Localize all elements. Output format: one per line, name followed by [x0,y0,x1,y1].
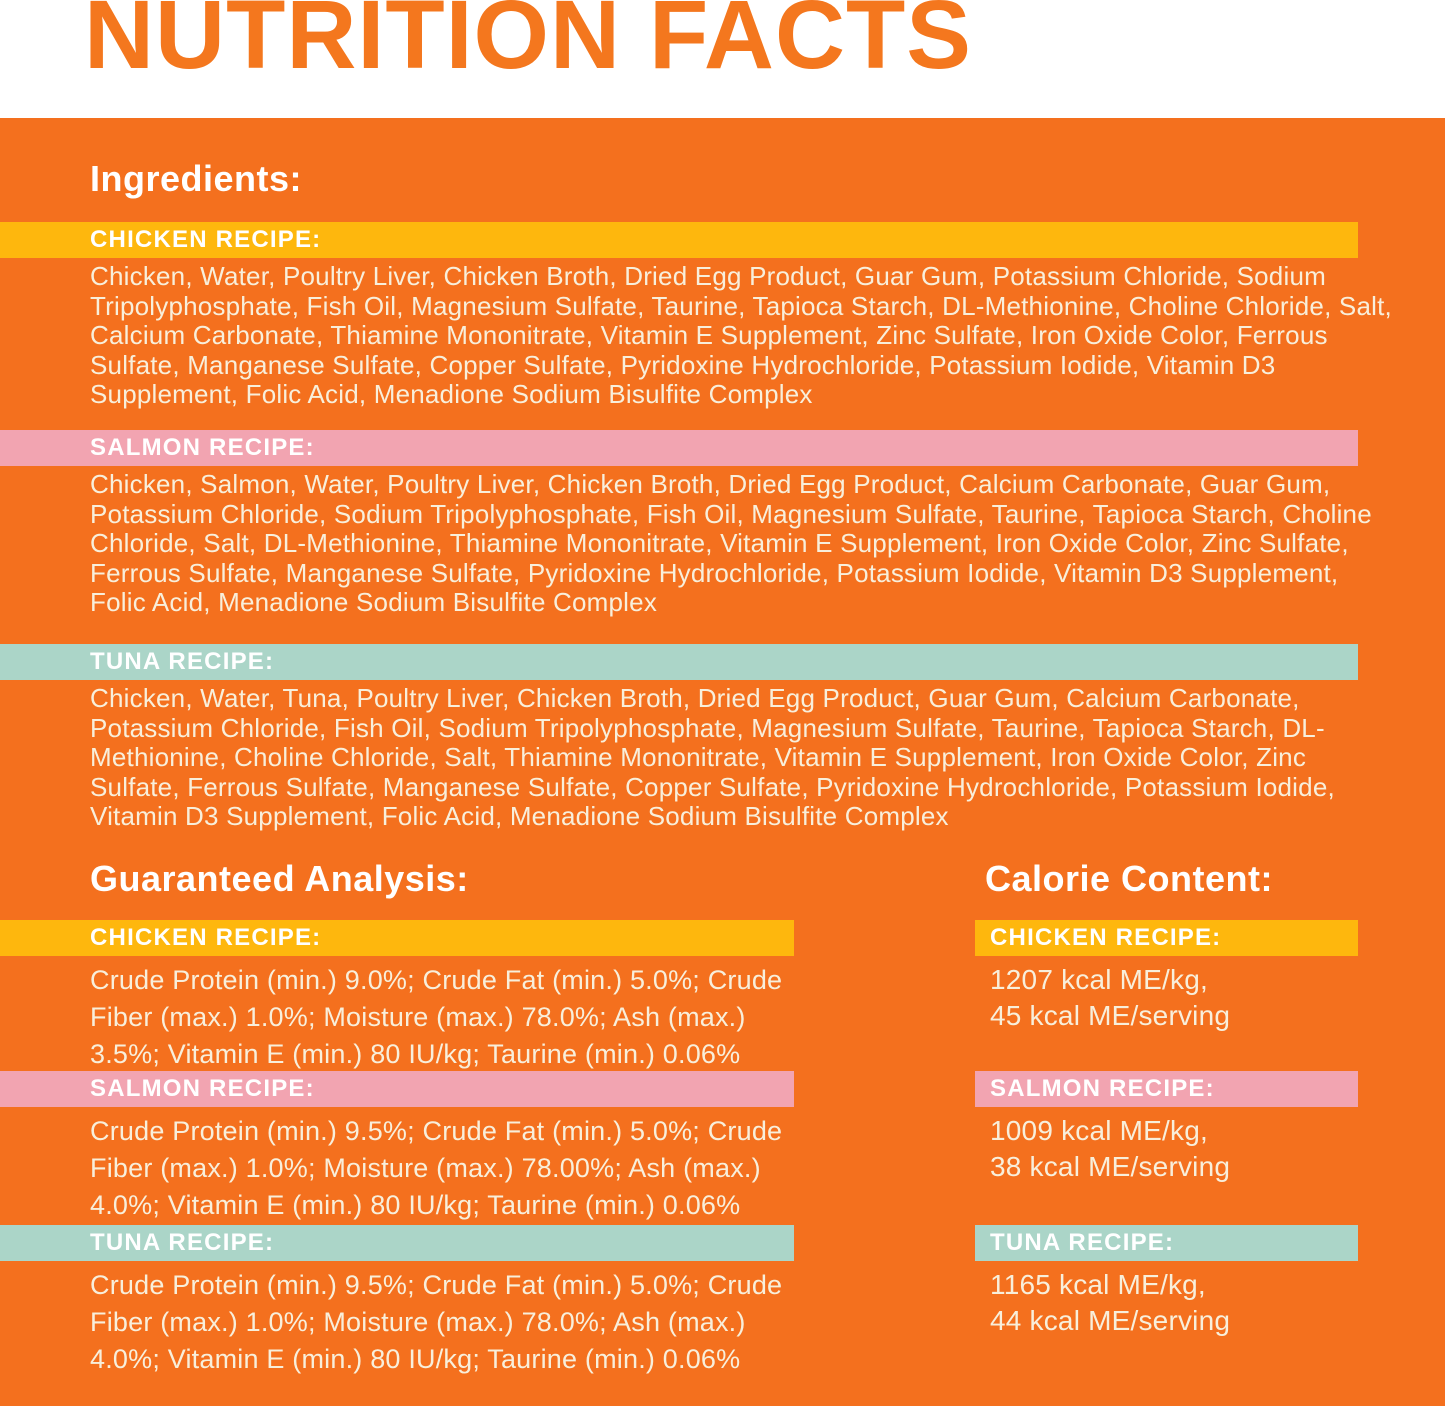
analysis-tuna-label: TUNA RECIPE: [90,1229,275,1256]
calorie-tuna-kcal-per-serving: 44 kcal ME/serving [990,1305,1231,1336]
analysis-chicken-label: CHICKEN RECIPE: [90,924,322,951]
ingredients-tuna-banner: TUNA RECIPE: [0,644,1358,680]
ingredients-chicken-label: CHICKEN RECIPE: [90,226,322,253]
ingredients-chicken-text: Chicken, Water, Poultry Liver, Chicken B… [90,261,1392,409]
calorie-salmon-label: SALMON RECIPE: [990,1075,1215,1102]
ingredients-heading: Ingredients: [90,158,303,199]
analysis-tuna-text: Crude Protein (min.) 9.5%; Crude Fat (mi… [90,1270,783,1374]
calorie-salmon-kcal-per-kg: 1009 kcal ME/kg, [990,1115,1208,1146]
calorie-tuna-values: 1165 kcal ME/kg, 44 kcal ME/serving [990,1267,1390,1339]
calorie-tuna-kcal-per-kg: 1165 kcal ME/kg, [990,1269,1206,1300]
calorie-salmon-kcal-per-serving: 38 kcal ME/serving [990,1151,1231,1182]
calorie-salmon-values: 1009 kcal ME/kg, 38 kcal ME/serving [990,1113,1390,1185]
guaranteed-analysis-heading: Guaranteed Analysis: [90,858,469,899]
calorie-content-heading: Calorie Content: [985,858,1274,899]
calorie-tuna-banner: TUNA RECIPE: [975,1225,1358,1261]
analysis-salmon-text: Crude Protein (min.) 9.5%; Crude Fat (mi… [90,1116,783,1220]
calorie-chicken-kcal-per-kg: 1207 kcal ME/kg, [990,964,1208,995]
label-body-background [0,118,1445,1406]
calorie-salmon-banner: SALMON RECIPE: [975,1071,1358,1107]
ingredients-salmon-banner: SALMON RECIPE: [0,430,1358,466]
analysis-tuna-banner: TUNA RECIPE: [0,1225,794,1261]
analysis-chicken-text: Crude Protein (min.) 9.0%; Crude Fat (mi… [90,965,783,1069]
ingredients-salmon-text: Chicken, Salmon, Water, Poultry Liver, C… [90,469,1372,617]
ingredients-tuna-text: Chicken, Water, Tuna, Poultry Liver, Chi… [90,683,1335,831]
ingredients-salmon-label: SALMON RECIPE: [90,434,315,461]
calorie-chicken-kcal-per-serving: 45 kcal ME/serving [990,1000,1231,1031]
analysis-salmon-banner: SALMON RECIPE: [0,1071,794,1107]
page-title: NUTRITION FACTS [84,0,972,89]
ingredients-chicken-banner: CHICKEN RECIPE: [0,222,1358,258]
analysis-salmon-label: SALMON RECIPE: [90,1075,315,1102]
label-header: NUTRITION FACTS [0,0,1445,118]
calorie-chicken-banner: CHICKEN RECIPE: [975,920,1358,956]
calorie-tuna-label: TUNA RECIPE: [990,1229,1175,1256]
ingredients-tuna-label: TUNA RECIPE: [90,648,275,675]
analysis-chicken-banner: CHICKEN RECIPE: [0,920,794,956]
calorie-chicken-values: 1207 kcal ME/kg, 45 kcal ME/serving [990,962,1390,1034]
calorie-chicken-label: CHICKEN RECIPE: [990,924,1222,951]
